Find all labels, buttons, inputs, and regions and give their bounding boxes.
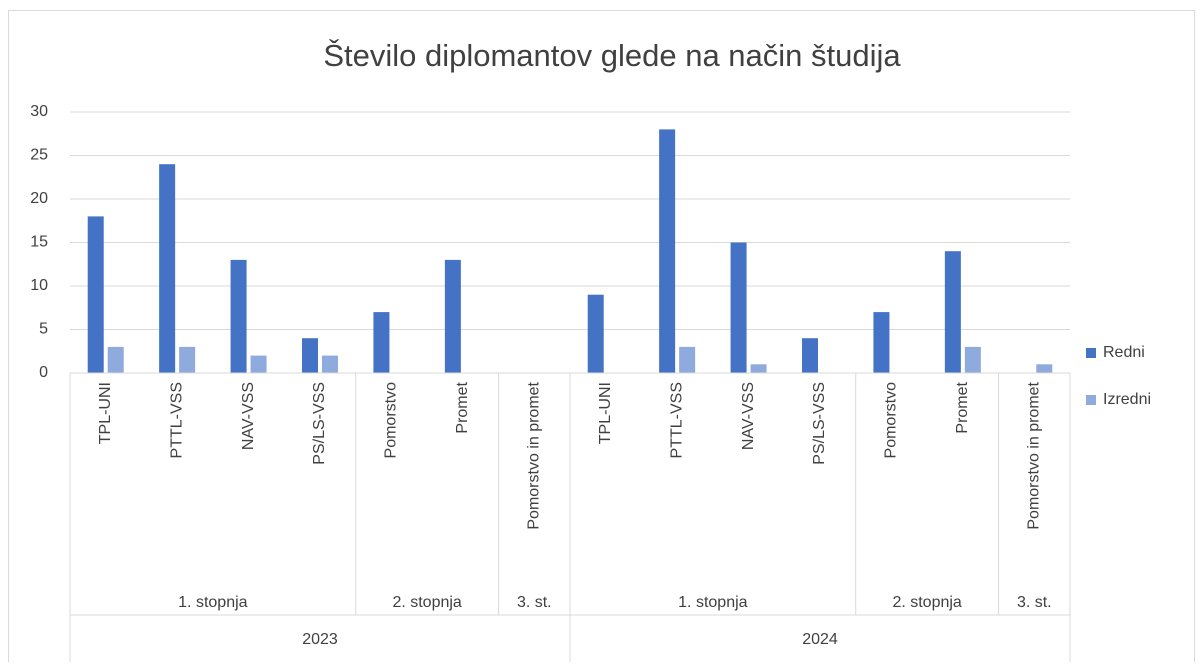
x-tick-label: PS/LS-VSS: [311, 382, 328, 465]
legend-label: Redni: [1103, 344, 1145, 361]
group-label: 1. stopnja: [678, 594, 747, 611]
x-tick-label: NAV-VSS: [740, 382, 757, 450]
bar: [159, 164, 176, 373]
legend-swatch: [1086, 395, 1096, 405]
x-tick-label: TPL-UNI: [597, 382, 614, 444]
group-label: 2023: [302, 631, 338, 648]
x-tick-label: Pomorstvo in promet: [526, 381, 543, 529]
legend-swatch: [1086, 348, 1096, 358]
bar: [802, 338, 818, 373]
x-tick-label: Pomorstvo: [383, 382, 400, 459]
x-tick-label: PTTL-VSS: [668, 382, 685, 458]
bar: [107, 346, 124, 373]
bar: [944, 251, 961, 373]
y-tick-label: 0: [39, 364, 48, 381]
bar: [730, 242, 747, 373]
group-label: 3. st.: [517, 594, 552, 611]
bar: [964, 346, 981, 373]
x-tick-label: NAV-VSS: [240, 382, 257, 450]
bar: [659, 129, 676, 373]
x-tick-label: Promet: [954, 381, 971, 433]
bar: [1036, 364, 1053, 373]
bar: [250, 355, 267, 373]
group-label: 3. st.: [1017, 594, 1052, 611]
group-label: 2024: [802, 631, 838, 648]
bar: [302, 338, 318, 373]
bar: [322, 355, 338, 373]
bar: [587, 294, 604, 373]
bar: [373, 312, 390, 373]
bar: [444, 259, 461, 373]
bar: [87, 216, 104, 373]
y-tick-label: 10: [30, 277, 48, 294]
bar: [873, 312, 890, 373]
group-label: 2. stopnja: [892, 594, 961, 611]
group-label: 2. stopnja: [392, 594, 461, 611]
x-tick-label: Pomorstvo: [883, 382, 900, 459]
x-tick-label: PTTL-VSS: [168, 382, 185, 458]
bar: [750, 364, 767, 373]
x-tick-label: PS/LS-VSS: [811, 382, 828, 465]
y-tick-label: 15: [30, 234, 48, 251]
x-tick-label: Pomorstvo in promet: [1026, 381, 1043, 529]
bar: [230, 259, 247, 373]
chart-title: Število diplomantov glede na način študi…: [323, 38, 901, 73]
x-tick-label: TPL-UNI: [97, 382, 114, 444]
legend-label: Izredni: [1103, 391, 1151, 408]
bar: [679, 346, 696, 373]
y-tick-label: 5: [39, 321, 48, 338]
group-label: 1. stopnja: [178, 594, 247, 611]
y-tick-label: 20: [30, 190, 48, 207]
y-tick-label: 25: [30, 147, 48, 164]
bar: [179, 346, 196, 373]
y-tick-label: 30: [30, 103, 48, 120]
x-tick-label: Promet: [454, 381, 471, 433]
